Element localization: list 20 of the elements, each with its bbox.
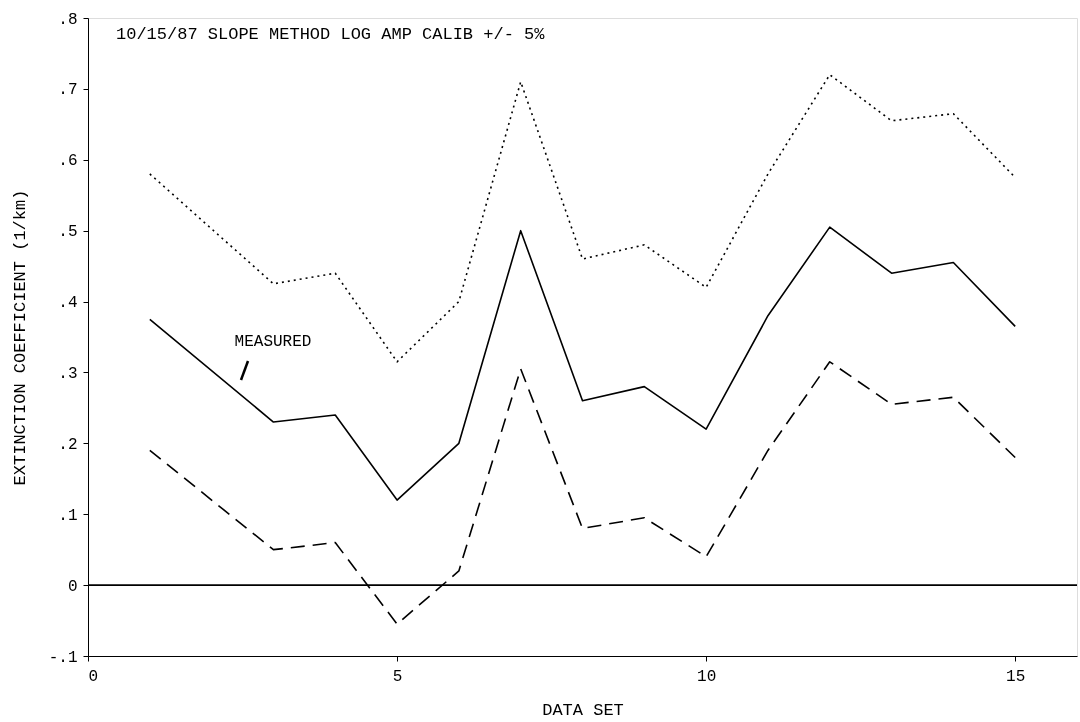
y-tick-label: -.1 [48,648,78,667]
x-tick-label: 0 [88,667,99,686]
y-tick-label: .5 [58,223,78,242]
line-series [149,73,1016,363]
y-tick-label: .1 [58,506,78,525]
line-series [149,226,1016,501]
y-tick-label: .4 [58,294,78,313]
y-tick-label: .8 [58,10,78,29]
y-tick-label: 0 [67,577,78,596]
x-tick-label: 5 [392,667,403,686]
annotation: MEASURED [234,333,312,351]
x-axis-title: DATA SET [542,700,624,720]
y-tick-label: .6 [58,152,78,171]
y-tick-label: .3 [58,364,78,383]
y-tick-label: .2 [58,435,78,454]
x-tick-label: 15 [1006,667,1026,686]
chart-title: 10/15/87 SLOPE METHOD LOG AMP CALIB +/- 5% [116,25,546,44]
y-tick-label: .7 [58,81,78,100]
x-tick-label: 10 [697,667,717,686]
y-axis-title: EXTINCTION COEFFICIENT (1/km) [10,189,30,486]
